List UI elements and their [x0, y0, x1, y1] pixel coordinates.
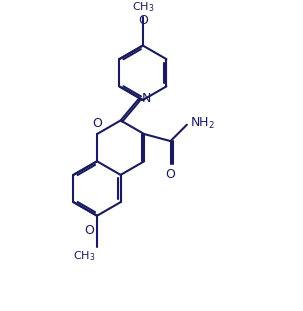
- Text: O: O: [138, 14, 148, 27]
- Text: O: O: [84, 224, 94, 237]
- Text: CH$_3$: CH$_3$: [73, 249, 96, 263]
- Text: CH$_3$: CH$_3$: [132, 0, 154, 14]
- Text: N: N: [142, 92, 151, 104]
- Text: O: O: [92, 117, 102, 130]
- Text: NH$_2$: NH$_2$: [190, 116, 215, 131]
- Text: O: O: [165, 168, 175, 181]
